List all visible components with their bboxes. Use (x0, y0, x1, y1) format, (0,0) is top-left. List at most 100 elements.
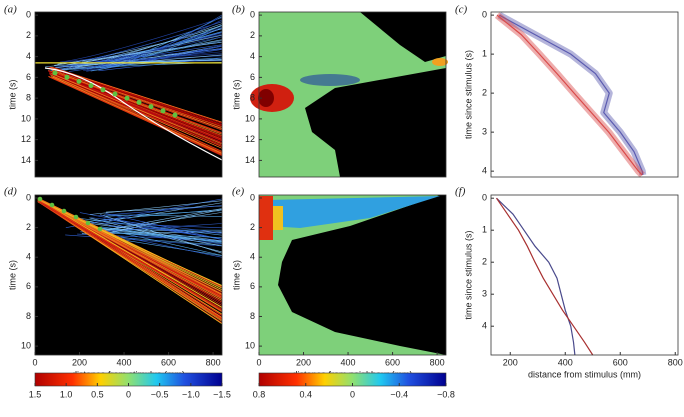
marker (148, 104, 154, 110)
y-tick-label: 2 (250, 222, 255, 232)
panel-label: (d) (4, 186, 17, 198)
y-tick-label: 6 (26, 72, 31, 82)
panel-label: (b) (232, 4, 245, 16)
y-tick-label: 10 (245, 340, 255, 350)
trajectory (90, 27, 223, 72)
trajectory (65, 198, 223, 228)
trajectory (100, 214, 223, 254)
marker (97, 226, 103, 232)
y-tick-label: 6 (26, 281, 31, 291)
x-tick-label: 0 (256, 357, 261, 367)
y-tick-label: 1 (482, 225, 487, 235)
patch (360, 12, 446, 62)
trajectory (95, 205, 223, 217)
y-tick-label: 3 (482, 127, 487, 137)
x-tick-label: 800 (430, 357, 445, 367)
panel: 0 1 2 3 4 (c) time since stimulus (s) (455, 4, 679, 178)
patch (273, 206, 283, 230)
colorbar-tick-label: −0.5 (151, 389, 169, 399)
marker (85, 220, 91, 226)
colorbar-tick-label: 0.8 (253, 389, 266, 399)
y-tick-label: 2 (26, 30, 31, 40)
x-tick-label: 600 (385, 357, 400, 367)
y-tick-label: 12 (245, 134, 255, 144)
trajectory (37, 199, 223, 312)
y-tick-label: 2 (26, 222, 31, 232)
trajectory (59, 17, 223, 63)
y-tick-label: 0 (26, 192, 31, 202)
y-tick-label: 0 (482, 193, 487, 203)
trajectory (103, 231, 223, 242)
y-axis-label: time (s) (231, 260, 241, 290)
x-axis-label: distance from stimulus (mm) (528, 369, 641, 379)
marker (88, 83, 94, 89)
y-tick-label: 8 (26, 311, 31, 321)
x-tick-label: 600 (613, 357, 628, 367)
y-axis-label: time (s) (7, 260, 17, 290)
trajectory (49, 67, 223, 127)
trajectory (72, 217, 223, 236)
y-tick-label: 10 (245, 113, 255, 123)
y-axis-label: time (s) (231, 80, 241, 110)
trajectory (70, 217, 223, 247)
y-tick-label: 10 (21, 113, 31, 123)
panel-label: (c) (455, 4, 468, 16)
y-tick-label: 6 (250, 72, 255, 82)
x-tick-label: 200 (503, 357, 518, 367)
y-tick-label: 4 (482, 321, 487, 331)
x-tick-label: 400 (558, 357, 573, 367)
trajectory (79, 212, 223, 240)
series-line (496, 14, 643, 176)
trajectory (37, 198, 223, 309)
marker (124, 95, 130, 101)
y-tick-label: 2 (250, 30, 255, 40)
trajectory (81, 25, 223, 63)
trajectory (91, 212, 223, 233)
marker (100, 87, 106, 93)
y-tick-label: 8 (250, 311, 255, 321)
panel-label: (f) (455, 186, 466, 198)
trajectory (77, 221, 223, 229)
series-line (496, 197, 594, 356)
plot-frame (258, 194, 447, 356)
y-tick-label: 0 (250, 192, 255, 202)
trajectory (52, 69, 223, 131)
colorbar-tick-label: −0.4 (390, 389, 408, 399)
y-tick-label: 0 (26, 9, 31, 19)
x-tick-label: 400 (341, 357, 356, 367)
y-tick-label: 1 (482, 49, 487, 59)
patch (300, 74, 360, 86)
colorbar-tick-label: −0.8 (437, 389, 455, 399)
marker (112, 91, 118, 97)
y-tick-label: 6 (250, 281, 255, 291)
trajectory (66, 219, 223, 242)
y-tick-label: 4 (250, 252, 255, 262)
panel: 0 2 4 6 8 10 12 14 (a) time (s) (4, 4, 223, 178)
panel: 0 1 2 3 4 200 400 600 800 (f) time since stimulus … (455, 186, 683, 380)
y-tick-label: 4 (482, 166, 487, 176)
panel-label: (e) (232, 186, 245, 198)
trajectory (53, 71, 223, 139)
y-tick-label: 4 (250, 51, 255, 61)
plot-frame (490, 11, 679, 178)
y-tick-label: 2 (482, 88, 487, 98)
plot-frame (34, 194, 223, 356)
patch (432, 58, 448, 66)
marker (49, 202, 55, 208)
patch (305, 68, 446, 177)
y-tick-label: 2 (482, 257, 487, 267)
marker (160, 108, 166, 114)
marker (61, 208, 67, 214)
colorbar-tick-label: 0.5 (91, 389, 104, 399)
trajectory (49, 67, 223, 126)
trajectory (91, 48, 223, 63)
patch (259, 196, 273, 240)
marker (76, 78, 82, 84)
trajectory (48, 76, 223, 156)
y-tick-label: 14 (245, 155, 255, 165)
plot-frame (258, 11, 447, 178)
y-tick-label: 8 (250, 93, 255, 103)
y-tick-label: 4 (26, 252, 31, 262)
trajectory (105, 209, 223, 234)
